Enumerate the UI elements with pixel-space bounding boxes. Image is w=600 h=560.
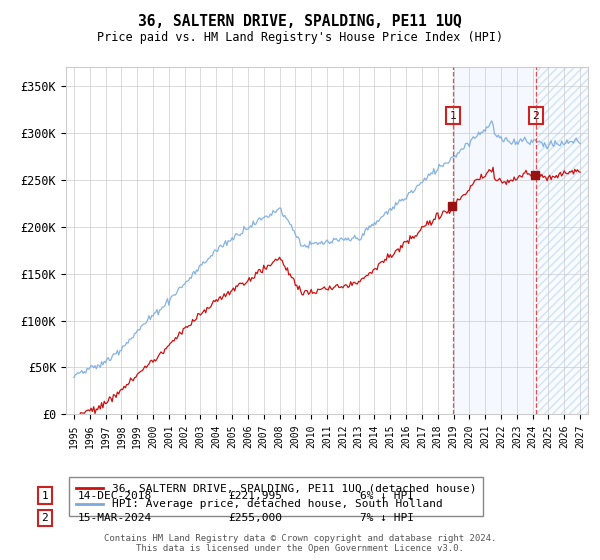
Text: £255,000: £255,000 [228, 513, 282, 523]
Text: 1: 1 [449, 111, 456, 121]
Text: 36, SALTERN DRIVE, SPALDING, PE11 1UQ: 36, SALTERN DRIVE, SPALDING, PE11 1UQ [138, 14, 462, 29]
Legend: 36, SALTERN DRIVE, SPALDING, PE11 1UQ (detached house), HPI: Average price, deta: 36, SALTERN DRIVE, SPALDING, PE11 1UQ (d… [69, 477, 484, 516]
Text: Contains HM Land Registry data © Crown copyright and database right 2024.
This d: Contains HM Land Registry data © Crown c… [104, 534, 496, 553]
Text: 7% ↓ HPI: 7% ↓ HPI [360, 513, 414, 523]
Bar [536, 67, 600, 414]
Text: 15-MAR-2024: 15-MAR-2024 [78, 513, 152, 523]
Bar [536, 67, 600, 414]
Text: 14-DEC-2018: 14-DEC-2018 [78, 491, 152, 501]
Text: 2: 2 [533, 111, 539, 121]
Text: £221,995: £221,995 [228, 491, 282, 501]
Text: Price paid vs. HM Land Registry's House Price Index (HPI): Price paid vs. HM Land Registry's House … [97, 31, 503, 44]
Text: 1: 1 [41, 491, 49, 501]
Bar [453, 67, 536, 414]
Text: 6% ↓ HPI: 6% ↓ HPI [360, 491, 414, 501]
Text: 2: 2 [41, 513, 49, 523]
